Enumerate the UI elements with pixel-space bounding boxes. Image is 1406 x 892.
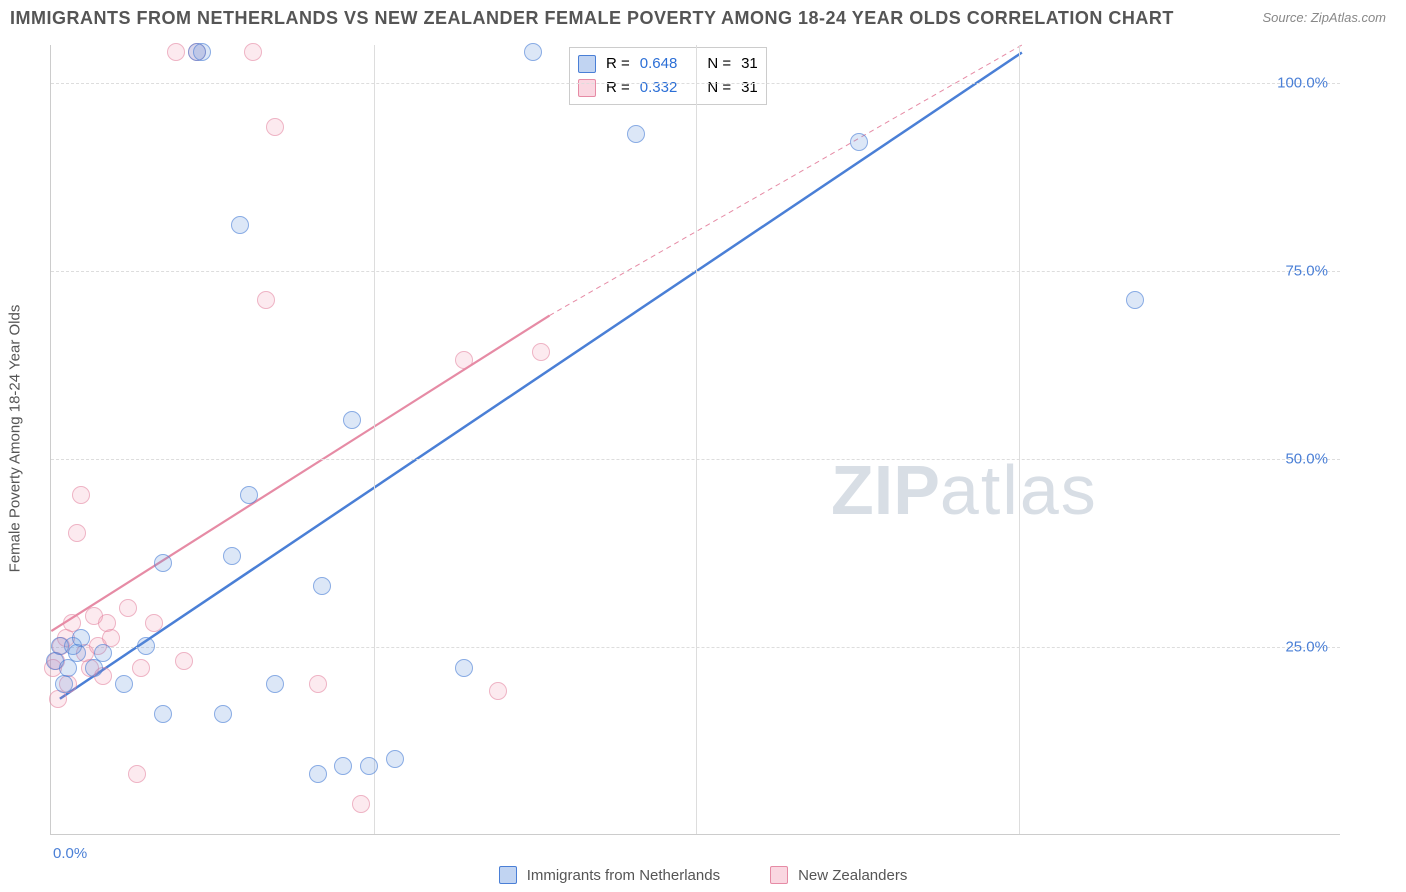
data-point-pink bbox=[128, 765, 146, 783]
n-value-blue: 31 bbox=[741, 52, 758, 76]
data-point-blue bbox=[154, 554, 172, 572]
series-legend: Immigrants from Netherlands New Zealande… bbox=[0, 866, 1406, 884]
data-point-pink bbox=[352, 795, 370, 813]
n-value-pink: 31 bbox=[741, 76, 758, 100]
swatch-pink-icon bbox=[770, 866, 788, 884]
data-point-blue bbox=[309, 765, 327, 783]
data-point-pink bbox=[119, 599, 137, 617]
data-point-blue bbox=[313, 577, 331, 595]
legend-item-blue: Immigrants from Netherlands bbox=[499, 866, 720, 884]
data-point-pink bbox=[489, 682, 507, 700]
data-point-blue bbox=[154, 705, 172, 723]
data-point-pink bbox=[244, 43, 262, 61]
data-point-pink bbox=[309, 675, 327, 693]
chart-title: IMMIGRANTS FROM NETHERLANDS VS NEW ZEALA… bbox=[10, 8, 1174, 29]
data-point-blue bbox=[115, 675, 133, 693]
data-point-blue bbox=[231, 216, 249, 234]
watermark: ZIPatlas bbox=[831, 450, 1098, 530]
data-point-pink bbox=[532, 343, 550, 361]
swatch-blue-icon bbox=[578, 55, 596, 73]
data-point-blue bbox=[137, 637, 155, 655]
legend-item-pink: New Zealanders bbox=[770, 866, 907, 884]
legend-label-blue: Immigrants from Netherlands bbox=[527, 867, 720, 884]
data-point-blue bbox=[193, 43, 211, 61]
gridline-v bbox=[374, 45, 375, 834]
n-label: N = bbox=[707, 52, 731, 76]
data-point-blue bbox=[1126, 291, 1144, 309]
gridline-v bbox=[1019, 45, 1020, 834]
legend-label-pink: New Zealanders bbox=[798, 867, 907, 884]
n-label: N = bbox=[707, 76, 731, 100]
data-point-blue bbox=[72, 629, 90, 647]
data-point-blue bbox=[386, 750, 404, 768]
data-point-pink bbox=[175, 652, 193, 670]
data-point-pink bbox=[257, 291, 275, 309]
data-point-pink bbox=[145, 614, 163, 632]
data-point-pink bbox=[72, 486, 90, 504]
data-point-blue bbox=[524, 43, 542, 61]
r-label: R = bbox=[606, 52, 630, 76]
r-label: R = bbox=[606, 76, 630, 100]
swatch-blue-icon bbox=[499, 866, 517, 884]
data-point-blue bbox=[627, 125, 645, 143]
data-point-blue bbox=[360, 757, 378, 775]
x-tick-label: 0.0% bbox=[53, 845, 87, 862]
r-value-blue: 0.648 bbox=[640, 52, 678, 76]
gridline-v bbox=[696, 45, 697, 834]
data-point-pink bbox=[455, 351, 473, 369]
stats-row-pink: R = 0.332 N = 31 bbox=[578, 76, 758, 100]
data-point-blue bbox=[334, 757, 352, 775]
stats-legend: R = 0.648 N = 31 R = 0.332 N = 31 bbox=[569, 47, 767, 105]
y-axis-label: Female Poverty Among 18-24 Year Olds bbox=[7, 239, 24, 639]
data-point-blue bbox=[343, 411, 361, 429]
data-point-blue bbox=[850, 133, 868, 151]
y-tick-label: 100.0% bbox=[1277, 74, 1328, 91]
data-point-blue bbox=[455, 659, 473, 677]
data-point-blue bbox=[214, 705, 232, 723]
data-point-pink bbox=[68, 524, 86, 542]
scatter-plot-area: ZIPatlas R = 0.648 N = 31 R = 0.332 N = … bbox=[50, 45, 1340, 835]
data-point-blue bbox=[223, 547, 241, 565]
data-point-pink bbox=[132, 659, 150, 677]
watermark-bold: ZIP bbox=[831, 451, 940, 529]
y-tick-label: 25.0% bbox=[1285, 638, 1328, 655]
data-point-blue bbox=[94, 644, 112, 662]
y-tick-label: 75.0% bbox=[1285, 262, 1328, 279]
y-tick-label: 50.0% bbox=[1285, 450, 1328, 467]
data-point-pink bbox=[266, 118, 284, 136]
data-point-blue bbox=[266, 675, 284, 693]
data-point-pink bbox=[167, 43, 185, 61]
data-point-blue bbox=[240, 486, 258, 504]
r-value-pink: 0.332 bbox=[640, 76, 678, 100]
source-attribution: Source: ZipAtlas.com bbox=[1262, 10, 1386, 25]
stats-row-blue: R = 0.648 N = 31 bbox=[578, 52, 758, 76]
